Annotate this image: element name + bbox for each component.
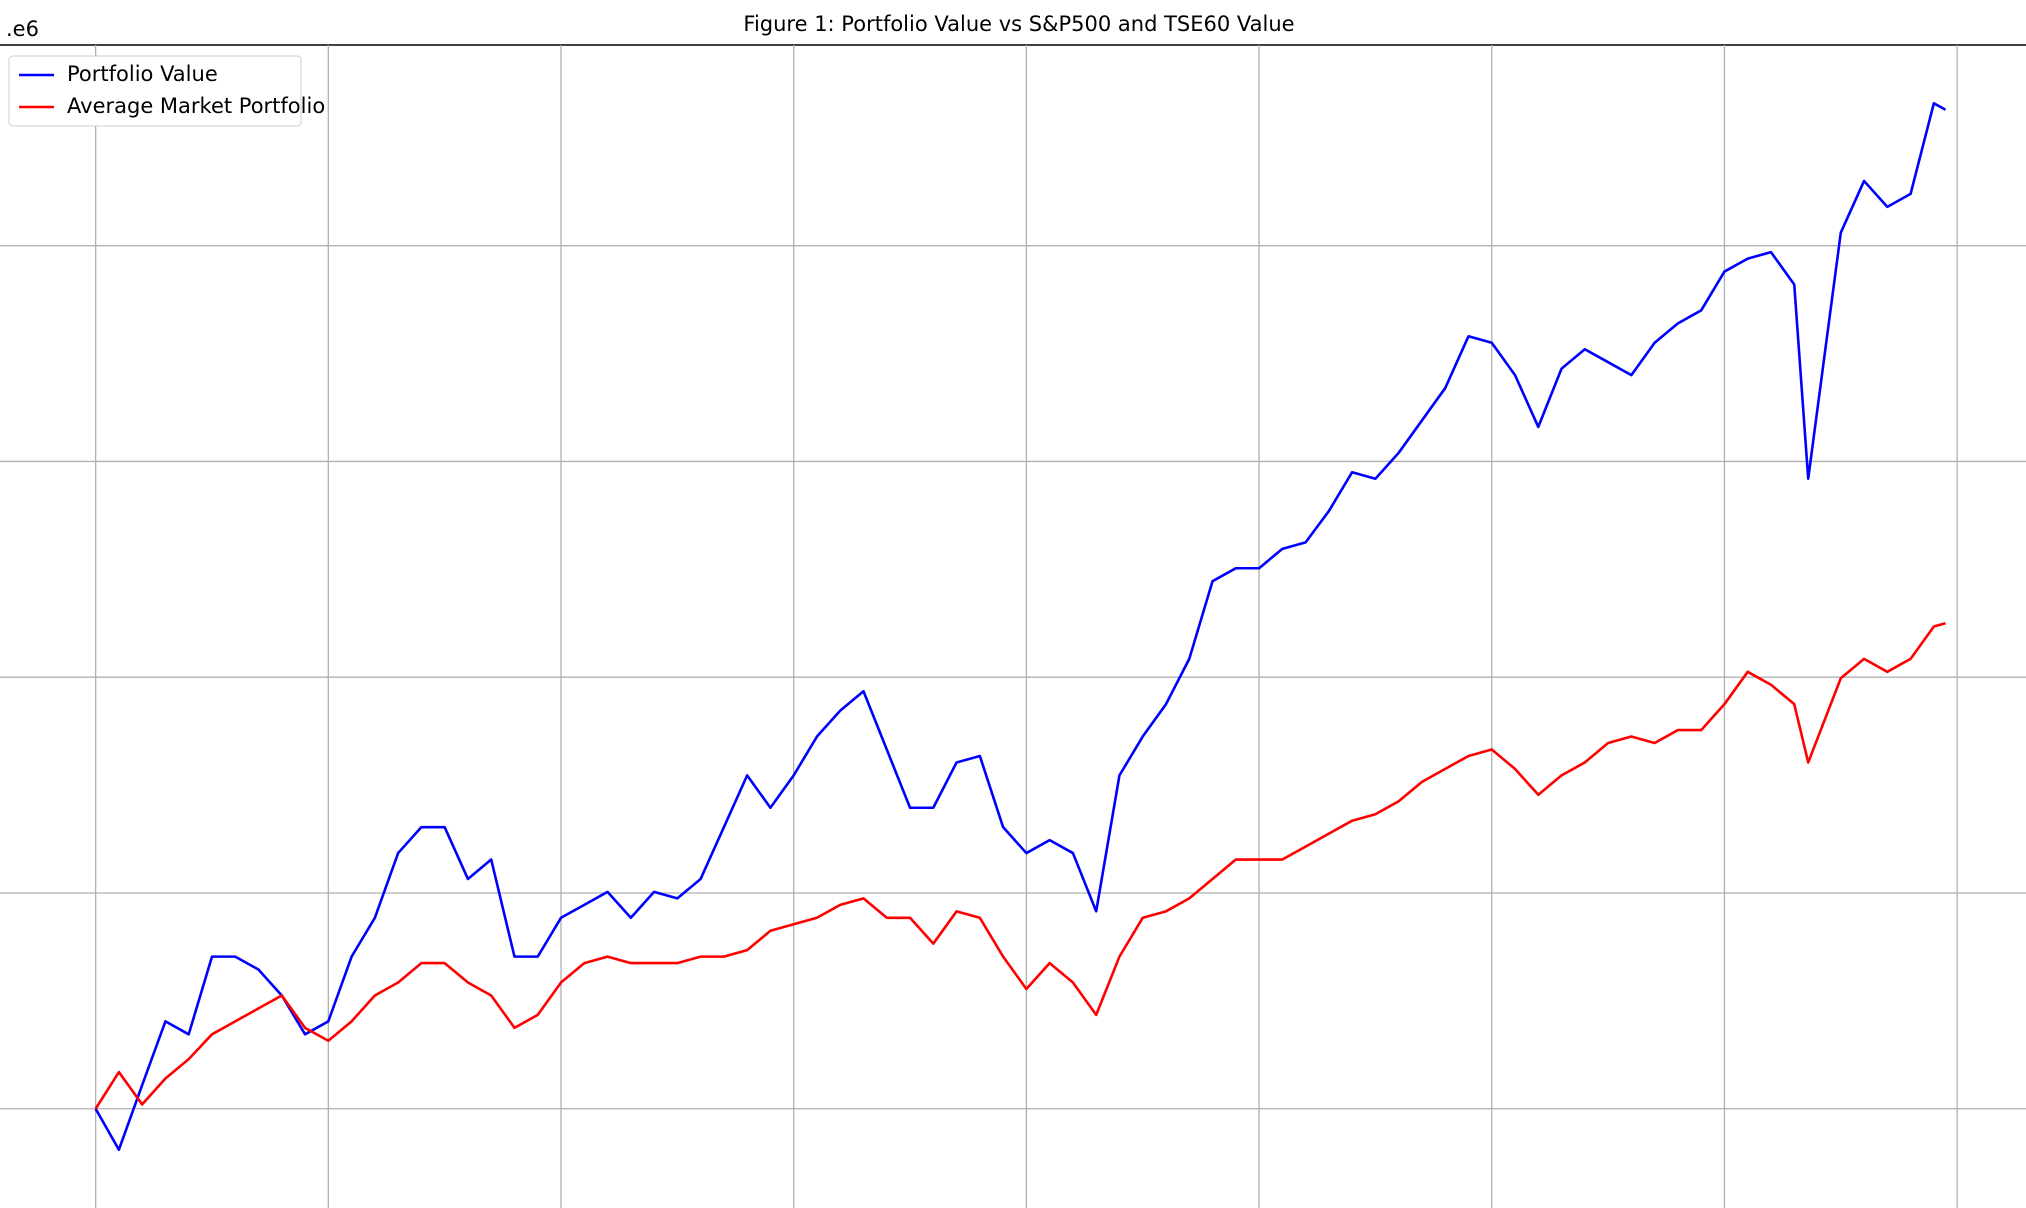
data-line <box>94 622 1946 1110</box>
legend-label: Portfolio Value <box>67 62 218 86</box>
legend-label: Average Market Portfolio <box>67 94 325 118</box>
legend: Portfolio Value Average Market Portfolio <box>8 55 325 127</box>
offset-label: .e6 <box>6 17 39 41</box>
data-line <box>94 101 1947 1152</box>
legend-box <box>8 55 302 127</box>
chart-title: Figure 1: Portfolio Value vs S&P500 and … <box>743 12 1294 36</box>
